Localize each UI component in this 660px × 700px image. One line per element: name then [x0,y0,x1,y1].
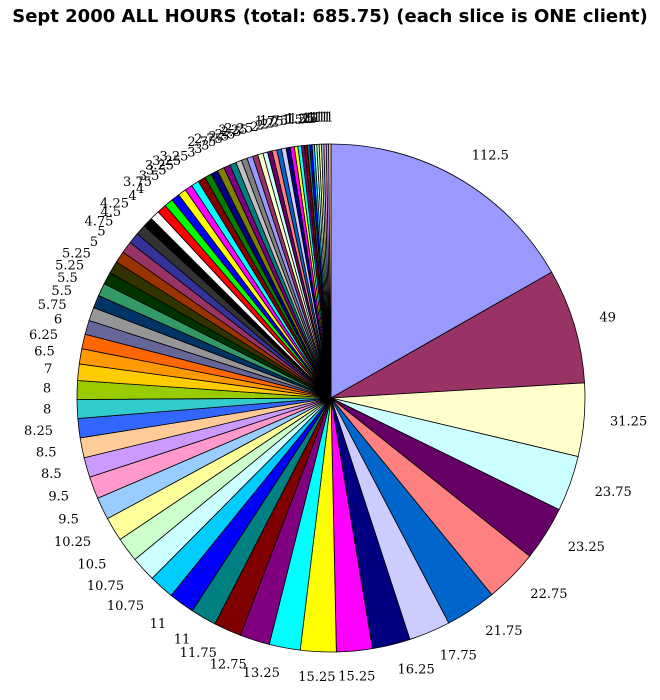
slice-label-10: 15.25 [338,669,375,684]
pie-slice-2 [330,271,585,399]
slice-label-21: 9.5 [58,512,79,527]
slice-label-12: 13.25 [243,666,280,681]
slice-label-1: 112.5 [472,148,509,163]
slice-label-11: 15.25 [298,670,335,685]
slice-label-54: 2.75 [194,132,223,147]
slice-label-36: 5.25 [62,247,91,262]
slice-label-74: 1 [310,111,318,126]
slice-label-26: 8 [43,403,51,418]
slice-label-56: 2.5 [215,127,236,142]
pie-slice-80 [328,143,332,399]
slice-label-31: 6 [54,313,62,328]
slice-label-76: 1 [315,111,323,126]
slice-label-33: 5.5 [51,284,72,299]
slice-label-13: 12.75 [210,658,247,673]
slice-label-15: 11 [174,633,191,648]
slice-label-2: 49 [599,311,616,326]
slice-label-78: 1 [320,111,328,126]
slice-label-8: 17.75 [440,649,477,664]
slice-label-7: 21.75 [485,624,522,639]
slice-label-68: 1.5 [286,113,307,128]
slice-label-62: 2 [260,118,268,133]
pie-slice-1 [330,143,553,399]
slice-label-77: 1 [318,111,326,126]
slice-label-61: 2 [255,119,263,134]
pie-labels: 112.54931.2523.7523.2522.7521.7517.7516.… [24,111,647,686]
slice-label-72: 1 [305,111,313,126]
slice-label-24: 8.5 [36,446,57,461]
slice-label-32: 5.75 [38,298,67,313]
slice-label-51: 3 [194,142,202,157]
slice-label-37: 5 [90,235,98,250]
slice-label-58: 2.25 [219,123,248,138]
slice-label-60: 2 [250,120,258,135]
slice-label-30: 6.25 [29,328,58,343]
slice-label-19: 10.5 [77,558,106,573]
slice-label-73: 1 [307,111,315,126]
slice-label-3: 31.25 [610,415,647,430]
slice-label-45: 3.5 [139,169,160,184]
slice-label-39: 4.75 [84,214,113,229]
slice-label-55: 2.5 [209,130,230,145]
slice-label-43: 4 [136,182,144,197]
slice-label-27: 8 [43,382,51,397]
slice-label-65: 1.75 [255,115,284,130]
slice-label-63: 2 [266,116,274,131]
slice-label-80: 1 [326,111,334,126]
slice-label-44: 3.75 [123,175,152,190]
slice-label-50: 3 [187,146,195,161]
slice-label-59: 2.25 [224,122,253,137]
slice-label-9: 16.25 [398,663,435,678]
slice-label-69: 1.25 [286,112,315,127]
pie-slices [76,143,586,653]
slice-label-79: 1 [323,111,331,126]
slice-label-23: 8.5 [41,467,62,482]
slice-label-47: 3.25 [145,159,174,174]
slice-label-64: 2 [271,115,279,130]
slice-label-71: 1 [302,112,310,127]
slice-label-4: 23.75 [595,485,632,500]
slice-label-17: 10.75 [107,599,144,614]
slice-label-16: 11 [150,617,167,632]
slice-label-48: 3.25 [152,154,181,169]
slice-label-41: 4.25 [100,197,129,212]
slice-label-70: 1.25 [289,112,318,127]
slice-label-22: 9.5 [48,490,69,505]
slice-label-52: 3 [201,138,209,153]
slice-label-5: 23.25 [568,540,605,555]
slice-label-28: 7 [44,362,52,377]
slice-label-38: 5 [97,224,105,239]
slice-label-25: 8.25 [24,424,53,439]
slice-label-53: 2.75 [187,135,216,150]
slice-label-49: 3.25 [159,150,188,165]
slice-label-14: 11.75 [180,646,217,661]
slice-label-42: 4 [128,189,136,204]
slice-label-40: 4.5 [101,205,122,220]
slice-label-35: 5.25 [55,258,84,273]
slice-label-6: 22.75 [530,587,567,602]
slice-label-75: 1 [312,111,320,126]
slice-label-20: 10.25 [54,535,91,550]
slice-label-66: 1.75 [259,114,288,129]
slice-label-18: 10.75 [87,579,124,594]
slice-label-67: 1.5 [282,113,303,128]
slice-label-57: 2.5 [221,125,242,140]
slice-label-34: 5.5 [57,271,78,286]
chart-title: Sept 2000 ALL HOURS (total: 685.75) (eac… [12,6,648,27]
slice-label-29: 6.5 [34,345,55,360]
slice-label-46: 3.5 [146,164,167,179]
